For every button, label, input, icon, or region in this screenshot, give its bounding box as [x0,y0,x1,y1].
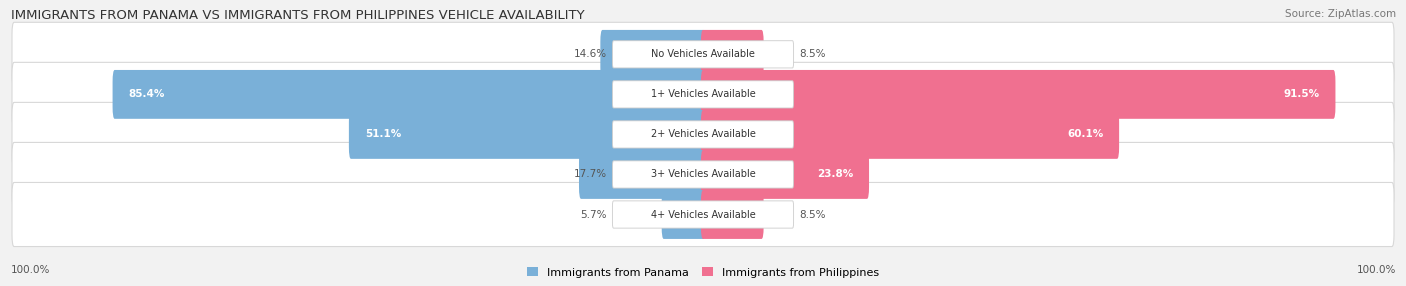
FancyBboxPatch shape [702,190,763,239]
Text: 14.6%: 14.6% [574,49,606,59]
FancyBboxPatch shape [662,190,704,239]
Text: 3+ Vehicles Available: 3+ Vehicles Available [651,170,755,179]
FancyBboxPatch shape [579,150,704,199]
Text: 8.5%: 8.5% [800,49,825,59]
FancyBboxPatch shape [13,182,1393,247]
Text: 4+ Vehicles Available: 4+ Vehicles Available [651,210,755,219]
FancyBboxPatch shape [613,161,793,188]
Text: IMMIGRANTS FROM PANAMA VS IMMIGRANTS FROM PHILIPPINES VEHICLE AVAILABILITY: IMMIGRANTS FROM PANAMA VS IMMIGRANTS FRO… [11,9,585,21]
FancyBboxPatch shape [613,121,793,148]
Text: 100.0%: 100.0% [1357,265,1396,275]
FancyBboxPatch shape [13,22,1393,86]
FancyBboxPatch shape [613,81,793,108]
Text: 91.5%: 91.5% [1284,90,1320,99]
Text: Source: ZipAtlas.com: Source: ZipAtlas.com [1285,9,1396,19]
FancyBboxPatch shape [702,110,1119,159]
FancyBboxPatch shape [349,110,704,159]
FancyBboxPatch shape [13,102,1393,166]
Text: 85.4%: 85.4% [128,90,165,99]
Text: 51.1%: 51.1% [364,130,401,139]
FancyBboxPatch shape [112,70,704,119]
Text: 60.1%: 60.1% [1067,130,1104,139]
Text: 5.7%: 5.7% [581,210,606,219]
Text: 17.7%: 17.7% [574,170,606,179]
FancyBboxPatch shape [613,41,793,68]
FancyBboxPatch shape [702,150,869,199]
FancyBboxPatch shape [13,62,1393,126]
Text: 1+ Vehicles Available: 1+ Vehicles Available [651,90,755,99]
Text: 23.8%: 23.8% [817,170,853,179]
Text: 2+ Vehicles Available: 2+ Vehicles Available [651,130,755,139]
FancyBboxPatch shape [613,201,793,228]
Legend: Immigrants from Panama, Immigrants from Philippines: Immigrants from Panama, Immigrants from … [527,267,879,278]
FancyBboxPatch shape [702,70,1336,119]
FancyBboxPatch shape [13,142,1393,206]
FancyBboxPatch shape [702,30,763,79]
Text: 100.0%: 100.0% [11,265,51,275]
Text: 8.5%: 8.5% [800,210,825,219]
Text: No Vehicles Available: No Vehicles Available [651,49,755,59]
FancyBboxPatch shape [600,30,704,79]
